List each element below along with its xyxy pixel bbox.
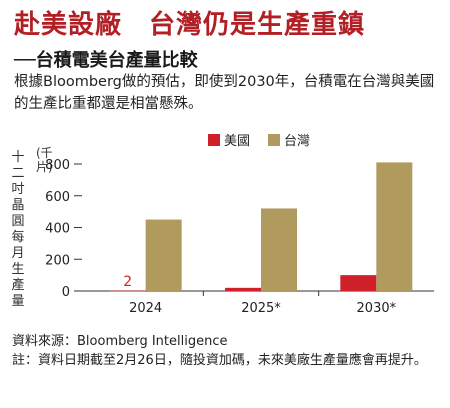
source-note: 資料來源：Bloomberg Intelligence (12, 334, 228, 349)
y-tick-label-4: 800 (45, 158, 70, 173)
x-tick-label-1: 2025* (241, 301, 281, 316)
bar-台灣-2030* (376, 162, 413, 291)
x-tick-label-2: 2030* (357, 301, 397, 316)
y-axis-unit: (千片) (36, 146, 53, 174)
x-tick-label-0: 2024 (129, 301, 162, 316)
bar-美國-2025* (225, 287, 261, 291)
headline: 赴美設廠 台灣仍是生產重鎮 (14, 10, 366, 40)
data-label-0: 2 (123, 274, 132, 290)
intro-text: 根據Bloomberg做的預估，即使到2030年，台積電在台灣與美國的生產比重都… (14, 74, 435, 112)
legend-swatch-0 (208, 134, 220, 146)
y-tick-label-2: 400 (45, 222, 70, 237)
y-axis-label: 十二吋晶圓每月生產量 (11, 150, 25, 309)
subheadline: ──台積電美台產量比較 (14, 50, 198, 71)
bar-台灣-2024 (145, 219, 182, 291)
bar-美國-2030* (340, 275, 377, 291)
legend-label-0: 美國 (224, 134, 250, 149)
y-tick-label-1: 200 (45, 253, 70, 268)
y-tick-label-0: 0 (62, 285, 70, 300)
bar-台灣-2025* (261, 208, 297, 291)
footer: 資料來源：Bloomberg Intelligence 註：資料日期截至2月26… (12, 332, 444, 370)
footnote: 註：資料日期截至2月26日，隨投資加碼，未來美廠生產量應會再提升。 (12, 353, 427, 368)
bar-chart: 美國 台灣 0 200 400 600 800 2024 2025* 2030* 2 (45, 134, 434, 316)
y-tick-label-3: 600 (45, 190, 70, 205)
legend-label-1: 台灣 (284, 134, 310, 149)
bar-美國-2024 (109, 290, 146, 292)
legend-swatch-1 (268, 134, 280, 146)
